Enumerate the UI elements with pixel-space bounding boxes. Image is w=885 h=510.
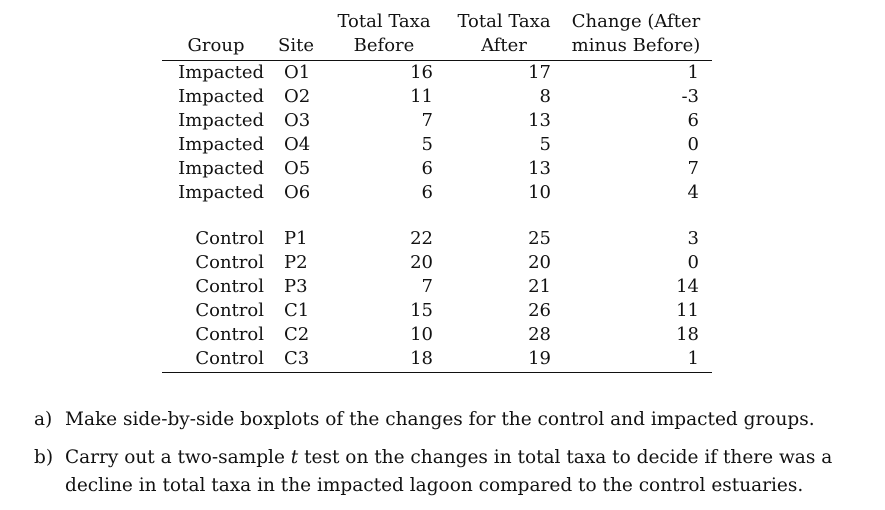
cell-after: 8: [539, 86, 551, 107]
cell-change: 18: [676, 324, 699, 345]
cell-after: 17: [528, 62, 551, 83]
cell-before: 7: [421, 276, 433, 297]
cell-before: 10: [410, 324, 433, 345]
table-row: Control P1 22 25 3: [162, 227, 712, 251]
cell-change: -3: [681, 86, 699, 107]
cell-after: 21: [528, 276, 551, 297]
header-after-line2: After: [481, 35, 527, 56]
control-group-rows: Control P1 22 25 3 Control P2 20 20 0 Control P3 7 21…: [162, 227, 712, 371]
cell-after: 13: [528, 110, 551, 131]
table-header: Group Site Total Taxa Before Total Taxa …: [162, 8, 712, 61]
table-row: Impacted O1 16 17 1: [162, 61, 712, 85]
cell-before: 11: [410, 86, 433, 107]
cell-site: O2: [284, 86, 311, 107]
cell-before: 18: [410, 348, 433, 369]
cell-group: Control: [195, 252, 264, 273]
question-a: a) Make side-by-side boxplots of the cha…: [34, 406, 874, 434]
header-before-line1: Total Taxa: [337, 11, 431, 32]
cell-group: Control: [195, 348, 264, 369]
cell-group: Impacted: [178, 134, 264, 155]
cell-group: Impacted: [178, 182, 264, 203]
taxa-table: Group Site Total Taxa Before Total Taxa …: [162, 8, 712, 373]
table-row: Impacted O4 5 5 0: [162, 133, 712, 157]
cell-after: 26: [528, 300, 551, 321]
header-before-line2: Before: [353, 35, 415, 56]
cell-site: O6: [284, 182, 311, 203]
questions-list: a) Make side-by-side boxplots of the cha…: [34, 406, 874, 510]
cell-after: 5: [539, 134, 551, 155]
cell-change: 11: [676, 300, 699, 321]
cell-change: 0: [687, 134, 699, 155]
cell-change: 3: [687, 228, 699, 249]
cell-after: 13: [528, 158, 551, 179]
table-row: Control C3 18 19 1: [162, 347, 712, 371]
header-group: Group: [187, 35, 245, 56]
cell-site: O3: [284, 110, 311, 131]
header-change-line1: Change (After: [571, 11, 701, 32]
cell-site: O1: [284, 62, 311, 83]
cell-change: 4: [687, 182, 699, 203]
cell-before: 16: [410, 62, 433, 83]
cell-before: 22: [410, 228, 433, 249]
header-site: Site: [278, 35, 314, 56]
cell-before: 15: [410, 300, 433, 321]
question-a-text: Make side-by-side boxplots of the change…: [65, 409, 815, 430]
cell-site: P3: [284, 276, 308, 297]
question-b-t-symbol: t: [290, 447, 299, 468]
cell-site: O4: [284, 134, 311, 155]
table-row: Impacted O5 6 13 7: [162, 157, 712, 181]
question-a-label: a): [34, 409, 53, 430]
cell-before: 5: [421, 134, 433, 155]
cell-group: Impacted: [178, 110, 264, 131]
cell-site: C1: [284, 300, 310, 321]
header-change-line2: minus Before): [571, 35, 701, 56]
cell-before: 7: [421, 110, 433, 131]
cell-site: O5: [284, 158, 311, 179]
group-spacer: [162, 205, 712, 227]
cell-site: P2: [284, 252, 308, 273]
cell-after: 25: [528, 228, 551, 249]
cell-site: C2: [284, 324, 310, 345]
cell-after: 28: [528, 324, 551, 345]
table-row: Control P3 7 21 14: [162, 275, 712, 299]
cell-group: Control: [195, 300, 264, 321]
cell-before: 6: [421, 158, 433, 179]
cell-after: 10: [528, 182, 551, 203]
cell-group: Impacted: [178, 62, 264, 83]
table-row: Impacted O3 7 13 6: [162, 109, 712, 133]
table-row: Control C1 15 26 11: [162, 299, 712, 323]
cell-change: 0: [687, 252, 699, 273]
cell-change: 1: [687, 62, 699, 83]
impacted-group-rows: Impacted O1 16 17 1 Impacted O2 11 8 -3 Impacted O3…: [162, 61, 712, 205]
question-b-label: b): [34, 447, 54, 468]
cell-site: C3: [284, 348, 310, 369]
cell-after: 20: [528, 252, 551, 273]
table-row: Control P2 20 20 0: [162, 251, 712, 275]
cell-group: Control: [195, 228, 264, 249]
cell-group: Impacted: [178, 158, 264, 179]
table-bottom-rule: [162, 372, 712, 373]
cell-site: P1: [284, 228, 308, 249]
table-row: Impacted O2 11 8 -3: [162, 85, 712, 109]
cell-after: 19: [528, 348, 551, 369]
cell-group: Impacted: [178, 86, 264, 107]
question-b: b) Carry out a two-sample t test on the …: [34, 444, 874, 500]
cell-group: Control: [195, 276, 264, 297]
cell-before: 6: [421, 182, 433, 203]
cell-group: Control: [195, 324, 264, 345]
question-b-text-end: test on the changes in total taxa to dec…: [65, 447, 833, 496]
question-b-text-start: Carry out a two-sample: [65, 447, 291, 468]
cell-change: 1: [687, 348, 699, 369]
cell-before: 20: [410, 252, 433, 273]
cell-change: 6: [687, 110, 699, 131]
table-row: Control C2 10 28 18: [162, 323, 712, 347]
header-after-line1: Total Taxa: [457, 11, 551, 32]
table-row: Impacted O6 6 10 4: [162, 181, 712, 205]
question-b-text: Carry out a two-sample t test on the cha…: [65, 444, 874, 500]
cell-change: 14: [676, 276, 699, 297]
cell-change: 7: [687, 158, 699, 179]
